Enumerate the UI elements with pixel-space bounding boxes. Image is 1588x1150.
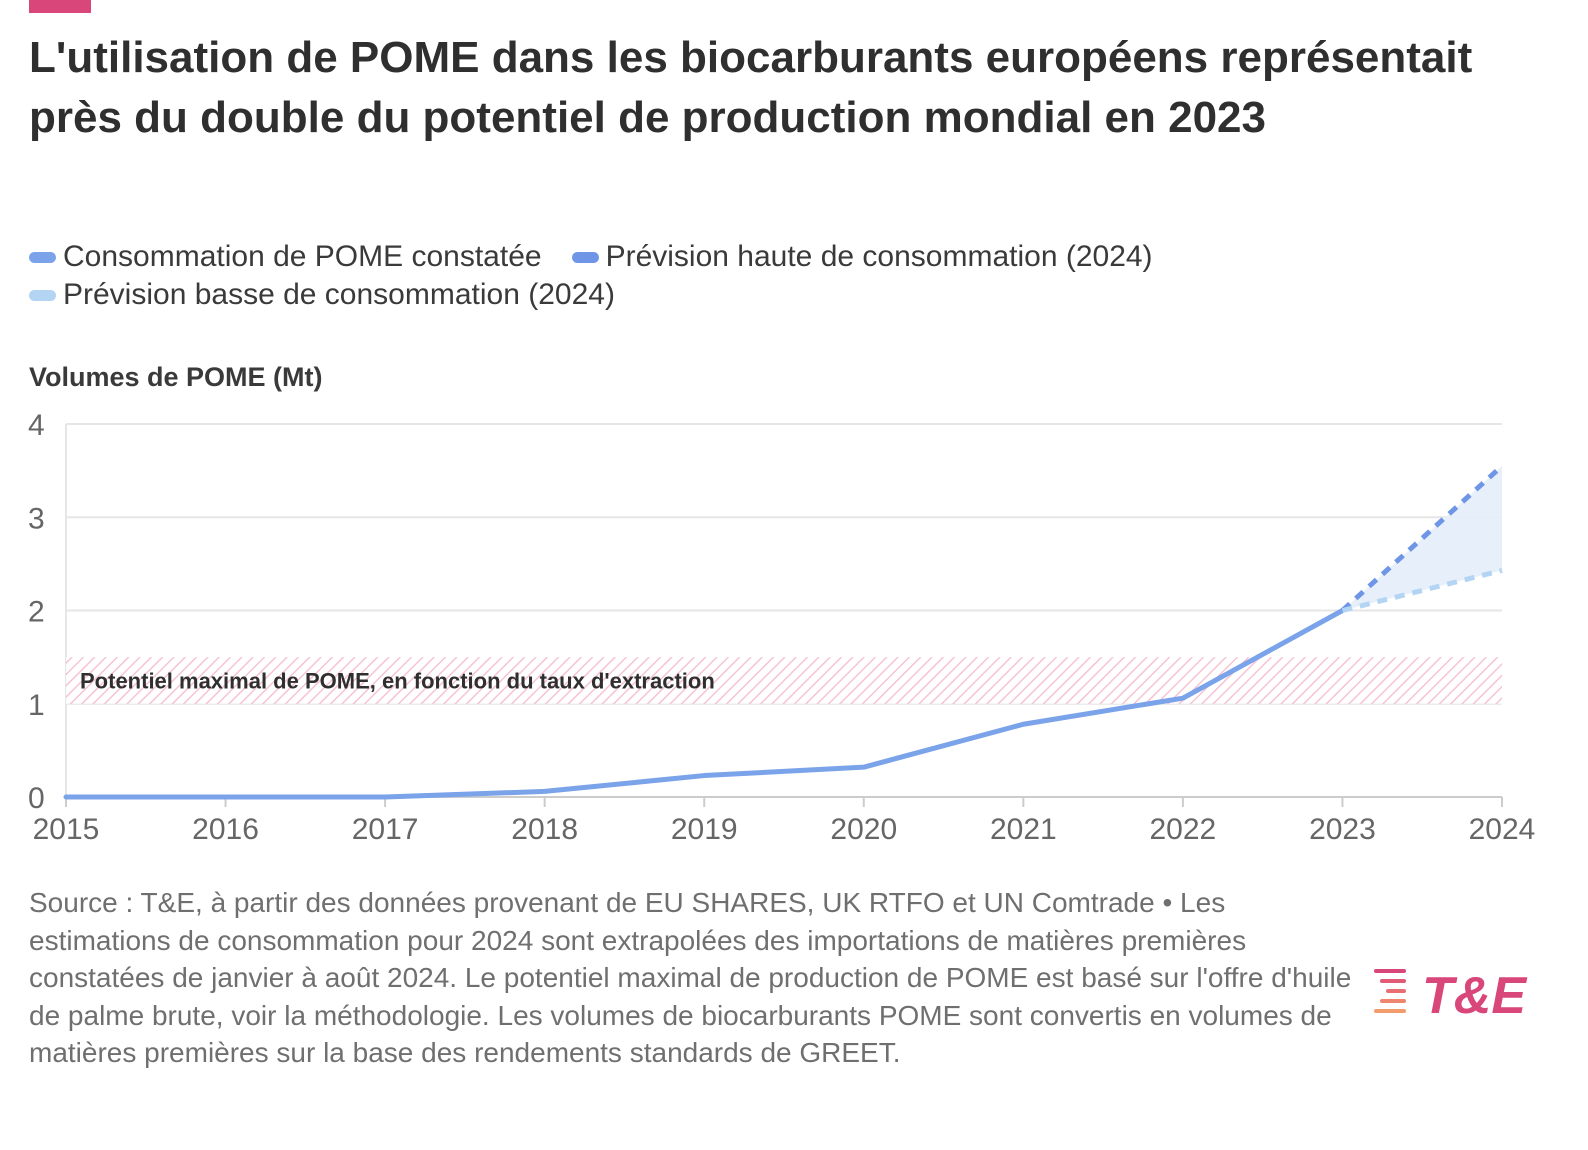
legend-item-high-forecast: Prévision haute de consommation (2024)	[571, 240, 1153, 274]
source-note: Source : T&E, à partir des données prove…	[29, 887, 1352, 1068]
x-tick-label: 2021	[990, 813, 1057, 846]
legend-label-high-forecast: Prévision haute de consommation (2024)	[605, 240, 1153, 273]
x-tick-label: 2019	[671, 813, 738, 846]
legend-swatch-low-forecast	[29, 289, 56, 301]
x-tick-label: 2015	[33, 813, 100, 846]
legend-item-observed: Consommation de POME constatée	[29, 240, 542, 274]
y-tick-label: 0	[28, 782, 45, 815]
stacked-lines-logo-icon	[1374, 969, 1406, 1013]
potential-band	[66, 657, 1502, 704]
y-tick-label: 2	[28, 596, 45, 629]
legend-label-observed: Consommation de POME constatée	[63, 240, 542, 273]
series-line-low-forecast	[1341, 567, 1503, 613]
y-tick-label: 3	[28, 502, 45, 535]
x-tick-label: 2016	[192, 813, 259, 846]
x-tick-label: 2023	[1309, 813, 1376, 846]
te-logo: T&E	[1374, 967, 1527, 1023]
top-accent-bar	[29, 0, 91, 13]
line-chart: 0 1 2 3 4 2015 2016 2017 2018 2019 2020 2021 2022 202…	[28, 409, 1536, 846]
potential-band-label: Potentiel maximal de POME, en fonction d…	[80, 668, 715, 693]
legend-row-2: Prévision basse de consommation (2024)	[29, 276, 1329, 314]
y-tick-label: 4	[28, 409, 45, 442]
forecast-range-area	[1342, 465, 1502, 611]
x-tick-label: 2017	[352, 813, 419, 846]
x-tick-label: 2022	[1150, 813, 1217, 846]
x-tick-label: 2024	[1469, 813, 1536, 846]
legend-item-low-forecast: Prévision basse de consommation (2024)	[29, 278, 615, 312]
legend-row-1: Consommation de POME constatée Prévision…	[29, 238, 1329, 276]
legend: Consommation de POME constatée Prévision…	[29, 238, 1329, 314]
legend-swatch-high-forecast	[571, 251, 599, 263]
legend-label-low-forecast: Prévision basse de consommation (2024)	[63, 278, 615, 311]
x-tick-label: 2018	[511, 813, 578, 846]
x-tick-label: 2020	[830, 813, 897, 846]
legend-swatch-observed	[29, 251, 56, 263]
chart-title: L'utilisation de POME dans les biocarbur…	[29, 33, 1473, 142]
y-tick-label: 1	[28, 689, 45, 722]
y-axis-title: Volumes de POME (Mt)	[29, 362, 323, 392]
logo-text: T&E	[1422, 967, 1527, 1023]
